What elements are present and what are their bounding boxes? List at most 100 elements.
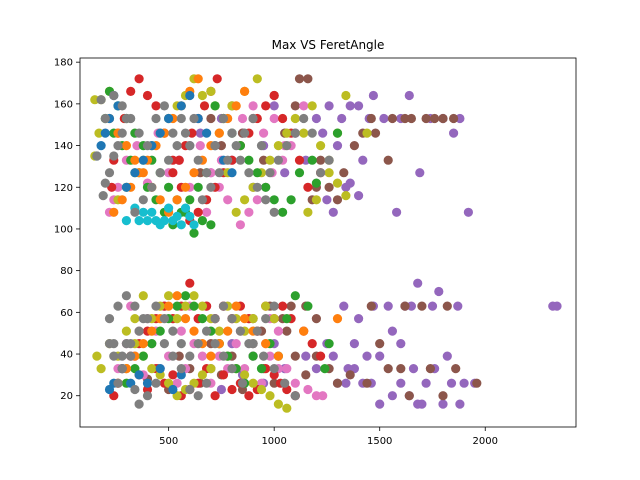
scatter-point bbox=[425, 364, 435, 374]
scatter-point bbox=[303, 207, 313, 217]
scatter-point bbox=[354, 101, 364, 111]
scatter-point bbox=[332, 178, 343, 188]
scatter-point bbox=[164, 203, 174, 213]
scatter-point bbox=[290, 101, 300, 111]
scatter-point bbox=[463, 207, 473, 217]
scatter-point bbox=[189, 113, 199, 124]
scatter-point bbox=[197, 351, 207, 361]
scatter-point bbox=[244, 391, 254, 401]
scatter-point bbox=[193, 74, 203, 84]
scatter-point bbox=[155, 220, 165, 230]
scatter-point bbox=[195, 168, 205, 178]
scatter-point bbox=[354, 191, 364, 201]
scatter-point bbox=[227, 364, 237, 374]
scatter-point bbox=[142, 378, 153, 388]
scatter-point bbox=[104, 168, 115, 178]
scatter-point bbox=[252, 182, 262, 192]
scatter-point bbox=[248, 113, 258, 124]
scatter-point bbox=[202, 207, 212, 217]
scatter-point bbox=[187, 128, 197, 138]
scatter-point bbox=[126, 351, 136, 361]
scatter-point bbox=[121, 216, 131, 226]
scatter-point bbox=[235, 155, 245, 165]
scatter-point bbox=[109, 90, 119, 101]
scatter-point bbox=[138, 195, 148, 205]
scatter-point bbox=[303, 182, 313, 192]
scatter-point bbox=[252, 326, 262, 336]
scatter-point bbox=[316, 351, 326, 361]
scatter-point bbox=[345, 370, 355, 380]
scatter-point bbox=[218, 301, 229, 311]
scatter-point bbox=[408, 364, 419, 374]
scatter-point bbox=[282, 326, 292, 336]
scatter-point bbox=[218, 351, 229, 361]
scatter-point bbox=[193, 207, 203, 217]
scatter-point bbox=[100, 128, 110, 138]
scatter-point bbox=[172, 141, 182, 151]
scatter-point bbox=[189, 291, 199, 301]
scatter-point bbox=[446, 378, 457, 388]
scatter-point bbox=[290, 391, 300, 401]
scatter-point bbox=[324, 101, 334, 111]
scatter-point bbox=[130, 168, 140, 178]
scatter-point bbox=[273, 351, 283, 361]
scatter-point bbox=[240, 314, 250, 324]
scatter-point bbox=[265, 351, 275, 361]
scatter-point bbox=[299, 113, 309, 124]
scatter-point bbox=[265, 155, 275, 165]
scatter-point bbox=[134, 399, 144, 409]
scatter-point bbox=[193, 391, 203, 401]
scatter-point bbox=[421, 378, 431, 388]
x-tick-label: 1500 bbox=[367, 436, 392, 447]
scatter-point bbox=[227, 314, 237, 324]
scatter-point bbox=[90, 95, 100, 105]
scatter-point bbox=[339, 168, 349, 178]
scatter-point bbox=[280, 378, 290, 388]
scatter-point bbox=[273, 326, 283, 336]
scatter-point bbox=[113, 301, 123, 311]
scatter-point bbox=[185, 384, 195, 395]
scatter-point bbox=[438, 391, 448, 401]
scatter-point bbox=[197, 370, 207, 380]
scatter-point bbox=[248, 314, 258, 324]
scatter-point bbox=[121, 141, 131, 151]
scatter-point bbox=[138, 291, 148, 301]
scatter-point bbox=[212, 74, 222, 84]
scatter-point bbox=[126, 86, 136, 96]
scatter-point bbox=[240, 128, 250, 138]
x-tick-label: 500 bbox=[159, 436, 178, 447]
scatter-point bbox=[210, 141, 220, 151]
y-tick-label: 60 bbox=[60, 308, 73, 319]
scatter-point bbox=[269, 364, 279, 374]
scatter-point bbox=[316, 168, 326, 178]
scatter-point bbox=[168, 128, 178, 138]
scatter-point bbox=[117, 101, 127, 111]
chart-title: Max VS FeretAngle bbox=[272, 38, 385, 52]
scatter-point bbox=[155, 364, 165, 374]
scatter-point bbox=[134, 74, 144, 84]
scatter-point bbox=[130, 384, 140, 395]
scatter-point bbox=[240, 195, 250, 205]
scatter-point bbox=[197, 314, 207, 324]
scatter-point bbox=[189, 326, 199, 336]
scatter-point bbox=[341, 191, 351, 201]
scatter-point bbox=[273, 155, 283, 165]
scatter-point bbox=[459, 378, 469, 388]
scatter-point bbox=[180, 182, 191, 192]
scatter-point bbox=[237, 378, 248, 388]
scatter-point bbox=[130, 155, 140, 165]
scatter-point bbox=[413, 399, 423, 409]
scatter-point bbox=[130, 314, 140, 324]
scatter-point bbox=[199, 101, 210, 111]
scatter-point bbox=[180, 291, 191, 301]
scatter-point bbox=[172, 195, 182, 205]
scatter-point bbox=[453, 301, 463, 311]
x-axis: 500 1000 1500 2000 bbox=[159, 427, 498, 447]
scatter-point bbox=[168, 326, 178, 336]
scatter-point bbox=[290, 113, 300, 124]
scatter-point bbox=[218, 113, 229, 124]
scatter-point bbox=[202, 326, 212, 336]
scatter-point bbox=[434, 286, 444, 297]
scatter-point bbox=[318, 128, 328, 138]
